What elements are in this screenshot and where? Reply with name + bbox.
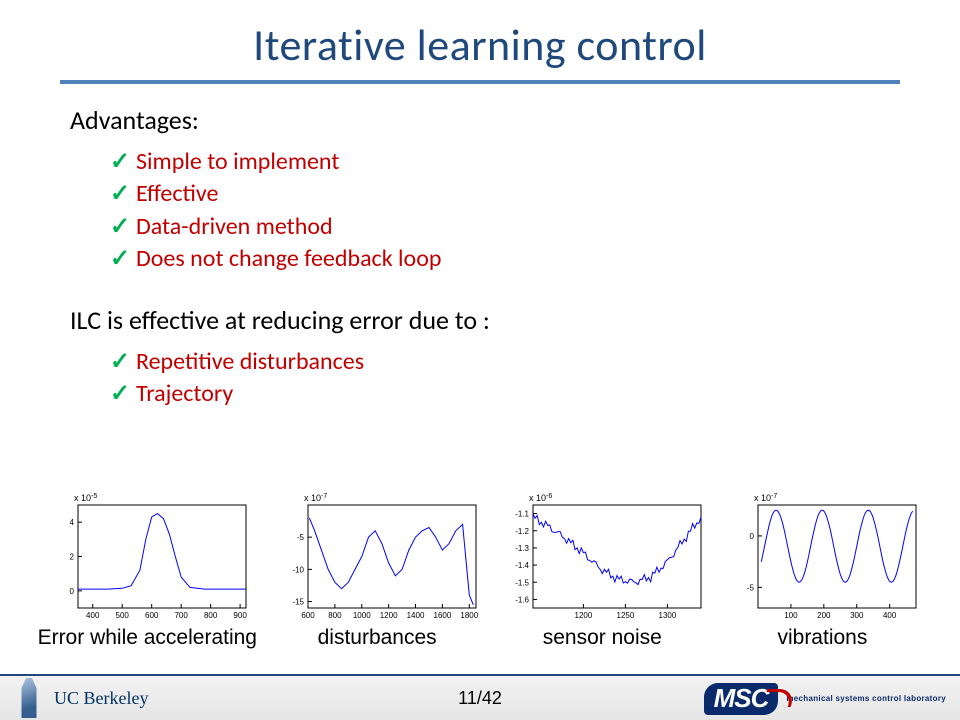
chart-svg: x 10-7 600 800 1000 1200 1400 1600 1800 -15 -10 -5 <box>272 489 482 624</box>
chart-svg: x 10-6 1200 1250 1300 -1.6 -1.5 -1.4 -1.3 -1.2 -1… <box>497 489 707 624</box>
page-number: 11/42 <box>458 688 502 709</box>
msc-logo-wrap: MSC <box>704 683 779 714</box>
svg-text:1800: 1800 <box>461 611 479 620</box>
svg-text:400: 400 <box>883 611 897 620</box>
svg-text:-5: -5 <box>297 533 305 542</box>
list-item: Trajectory <box>110 378 890 410</box>
svg-text:700: 700 <box>175 611 189 620</box>
chart-caption: vibrations <box>722 626 922 650</box>
svg-text:0: 0 <box>70 587 75 596</box>
effective-heading: ILC is effective at reducing error due t… <box>70 304 890 336</box>
footer-right: MSC mechanical systems control laborator… <box>704 683 960 714</box>
list-item: Repetitive disturbances <box>110 346 890 378</box>
msc-subtitle: mechanical systems control laboratory <box>786 694 946 703</box>
svg-text:1300: 1300 <box>659 611 677 620</box>
chart-caption: Error while accelerating <box>38 626 257 650</box>
svg-text:1250: 1250 <box>617 611 635 620</box>
footer-left: UC Berkeley <box>0 676 148 720</box>
chart-sensor-noise: x 10-6 1200 1250 1300 -1.6 -1.5 -1.4 -1.3 -1.2 -1… <box>497 489 707 650</box>
svg-text:1400: 1400 <box>407 611 425 620</box>
svg-text:-5: -5 <box>747 583 755 592</box>
svg-text:200: 200 <box>818 611 832 620</box>
svg-text:1200: 1200 <box>575 611 593 620</box>
svg-text:-1.3: -1.3 <box>515 544 529 553</box>
svg-text:1600: 1600 <box>434 611 452 620</box>
svg-text:400: 400 <box>86 611 100 620</box>
ucb-label: UC Berkeley <box>54 688 148 709</box>
chart-accelerating: x 10-5 400 500 600 700 800 900 0 2 4 Error while … <box>38 489 257 650</box>
svg-text:-1.2: -1.2 <box>515 527 529 536</box>
chart-disturbances: x 10-7 600 800 1000 1200 1400 1600 1800 -15 -10 -5… <box>272 489 482 650</box>
svg-text:600: 600 <box>145 611 159 620</box>
svg-text:x 10-6: x 10-6 <box>529 493 552 504</box>
svg-text:0: 0 <box>750 532 755 541</box>
svg-text:-15: -15 <box>293 598 305 607</box>
svg-text:-1.5: -1.5 <box>515 578 529 587</box>
svg-text:4: 4 <box>70 518 75 527</box>
advantages-list: Simple to implement Effective Data-drive… <box>70 146 890 276</box>
campanile-icon <box>14 678 44 718</box>
chart-svg: x 10-7 100 200 300 400 -5 0 <box>722 489 922 624</box>
list-item: Simple to implement <box>110 146 890 178</box>
svg-text:800: 800 <box>328 611 342 620</box>
slide: Iterative learning control Advantages: S… <box>0 0 960 720</box>
list-item: Data-driven method <box>110 211 890 243</box>
advantages-heading: Advantages: <box>70 104 890 136</box>
svg-text:x 10-5: x 10-5 <box>74 493 97 504</box>
svg-text:-1.6: -1.6 <box>515 595 529 604</box>
slide-title: Iterative learning control <box>0 0 960 72</box>
svg-text:-1.1: -1.1 <box>515 510 529 519</box>
list-item: Effective <box>110 178 890 210</box>
chart-vibrations: x 10-7 100 200 300 400 -5 0 vibrations <box>722 489 922 650</box>
chart-caption: sensor noise <box>497 626 707 650</box>
svg-text:-10: -10 <box>293 565 305 574</box>
svg-text:1000: 1000 <box>353 611 371 620</box>
svg-text:600: 600 <box>301 611 315 620</box>
svg-text:300: 300 <box>850 611 864 620</box>
svg-text:800: 800 <box>204 611 218 620</box>
svg-text:900: 900 <box>234 611 248 620</box>
content-area: Advantages: Simple to implement Effectiv… <box>0 84 960 410</box>
svg-text:500: 500 <box>116 611 130 620</box>
svg-text:100: 100 <box>785 611 799 620</box>
effective-list: Repetitive disturbances Trajectory <box>70 346 890 411</box>
svg-text:x 10-7: x 10-7 <box>754 493 777 504</box>
footer: UC Berkeley 11/42 MSC mechanical systems… <box>0 674 960 720</box>
chart-caption: disturbances <box>272 626 482 650</box>
list-item: Does not change feedback loop <box>110 243 890 275</box>
svg-text:-1.4: -1.4 <box>515 561 529 570</box>
charts-row: x 10-5 400 500 600 700 800 900 0 2 4 Error while … <box>0 489 960 650</box>
svg-text:x 10-7: x 10-7 <box>304 493 327 504</box>
svg-text:1200: 1200 <box>380 611 398 620</box>
svg-text:2: 2 <box>70 553 75 562</box>
chart-svg: x 10-5 400 500 600 700 800 900 0 2 4 <box>42 489 252 624</box>
